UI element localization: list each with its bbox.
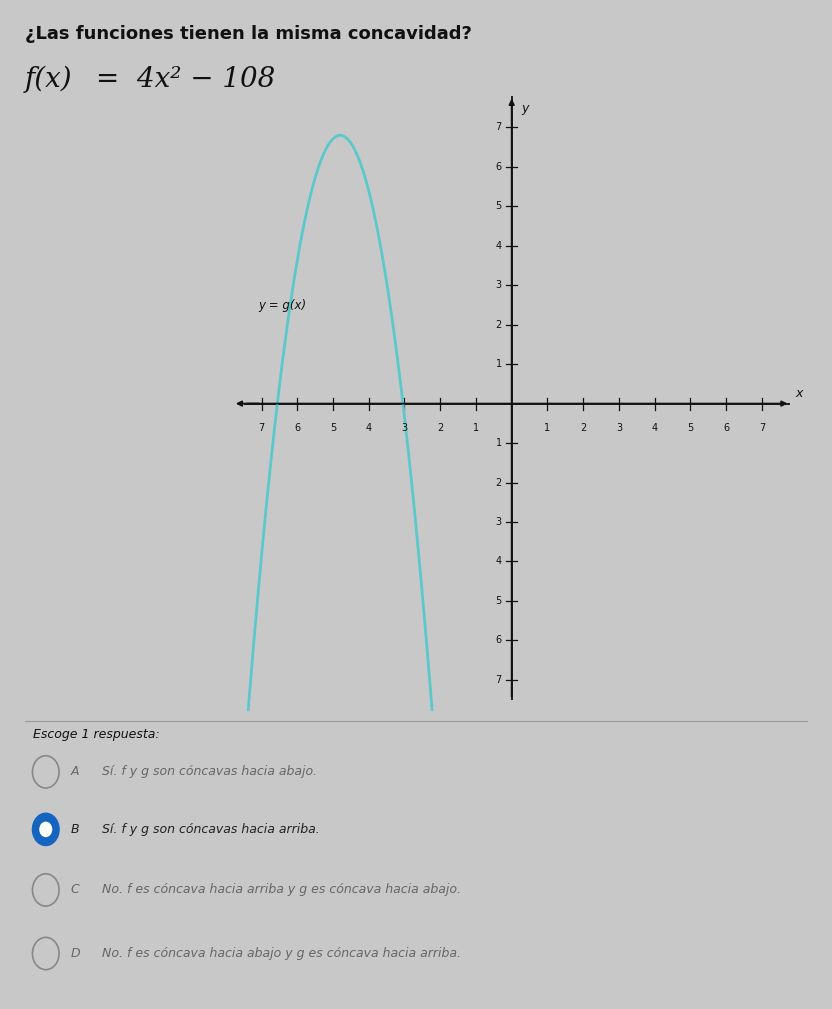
Text: 3: 3 <box>496 517 502 527</box>
Text: =  4x² − 108: = 4x² − 108 <box>96 66 275 93</box>
Text: 7: 7 <box>259 424 265 433</box>
Text: ¿Las funciones tienen la misma concavidad?: ¿Las funciones tienen la misma concavida… <box>25 25 472 43</box>
Text: 4: 4 <box>651 424 657 433</box>
Text: 6: 6 <box>496 636 502 646</box>
Text: 3: 3 <box>496 281 502 291</box>
Text: 7: 7 <box>759 424 765 433</box>
Text: y: y <box>522 102 529 115</box>
Text: Escoge 1 respuesta:: Escoge 1 respuesta: <box>33 728 160 742</box>
Text: f(x): f(x) <box>25 66 72 93</box>
Text: 2: 2 <box>495 477 502 487</box>
Text: 4: 4 <box>496 556 502 566</box>
Text: 1: 1 <box>496 438 502 448</box>
Text: 5: 5 <box>687 424 693 433</box>
Text: 3: 3 <box>401 424 408 433</box>
Text: 4: 4 <box>366 424 372 433</box>
Text: B: B <box>71 823 79 835</box>
Text: y = g(x): y = g(x) <box>258 299 306 312</box>
Text: 5: 5 <box>330 424 336 433</box>
Text: 2: 2 <box>437 424 443 433</box>
Text: 6: 6 <box>295 424 300 433</box>
Text: 1: 1 <box>544 424 551 433</box>
Text: Sí. f y g son cóncavas hacia arriba.: Sí. f y g son cóncavas hacia arriba. <box>102 823 320 835</box>
Text: No. f es cóncava hacia arriba y g es cóncava hacia abajo.: No. f es cóncava hacia arriba y g es cón… <box>102 884 461 896</box>
Text: x: x <box>795 387 803 401</box>
Text: C: C <box>71 884 80 896</box>
Text: 7: 7 <box>495 675 502 685</box>
Text: Sí. f y g son cóncavas hacia abajo.: Sí. f y g son cóncavas hacia abajo. <box>102 766 318 778</box>
Text: 2: 2 <box>580 424 587 433</box>
Text: 3: 3 <box>616 424 622 433</box>
Text: 1: 1 <box>496 359 502 369</box>
Text: 5: 5 <box>495 202 502 211</box>
Text: 2: 2 <box>495 320 502 330</box>
Text: No. f es cóncava hacia abajo y g es cóncava hacia arriba.: No. f es cóncava hacia abajo y g es cónc… <box>102 947 461 960</box>
Text: 5: 5 <box>495 596 502 605</box>
Text: 6: 6 <box>496 161 502 172</box>
Text: 4: 4 <box>496 241 502 251</box>
Text: 1: 1 <box>473 424 479 433</box>
Text: 6: 6 <box>723 424 729 433</box>
Text: A: A <box>71 766 79 778</box>
Text: D: D <box>71 947 81 960</box>
Text: 7: 7 <box>495 122 502 132</box>
